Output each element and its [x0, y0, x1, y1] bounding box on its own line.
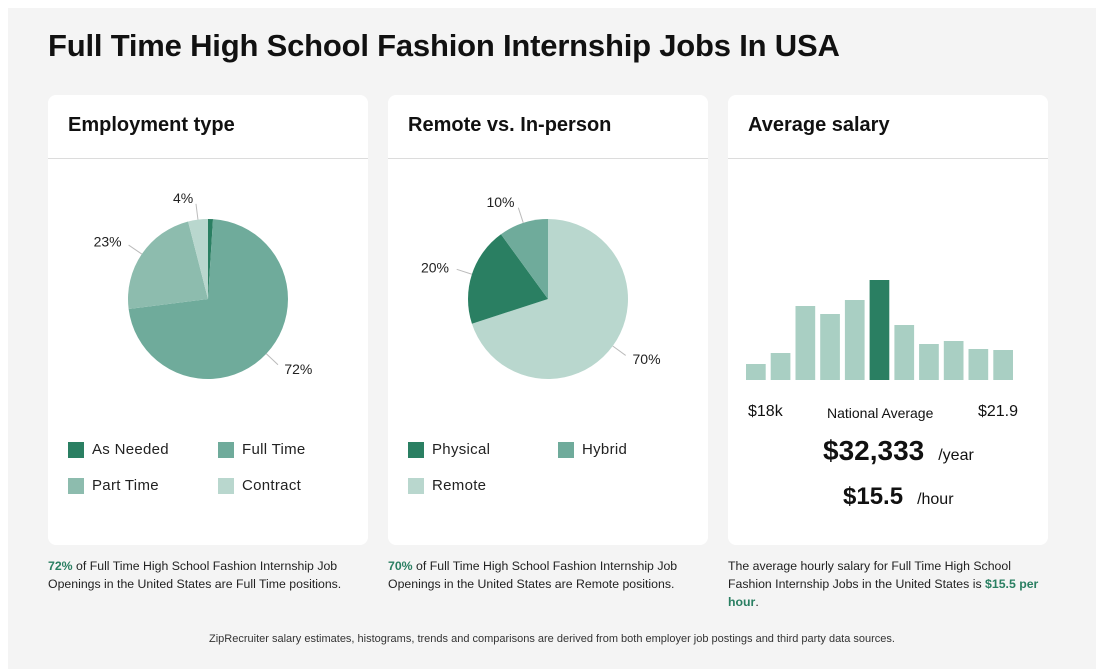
pie-label: 23%	[94, 234, 122, 250]
page: Full Time High School Fashion Internship…	[8, 8, 1096, 669]
histogram-bar	[820, 314, 840, 380]
legend-swatch	[68, 441, 84, 458]
histogram-bar	[993, 350, 1013, 380]
employment-caption-text: of Full Time High School Fashion Interns…	[48, 559, 342, 591]
legend-label: As Needed	[92, 441, 169, 458]
legend-swatch	[218, 477, 234, 494]
salary-caption: The average hourly salary for Full Time …	[728, 557, 1048, 611]
employment-type-title: Employment type	[68, 114, 235, 136]
salary-hourly-value: $15.5	[843, 483, 904, 510]
footer-note: ZipRecruiter salary estimates, histogram…	[209, 633, 895, 645]
card-divider	[388, 158, 708, 159]
legend-swatch	[68, 477, 84, 494]
salary-hourly: $15.5 /hour	[843, 483, 954, 511]
histogram-bar	[795, 306, 816, 380]
pie-slice-part-time	[127, 221, 208, 310]
legend-as-needed: As Needed	[68, 441, 169, 458]
pie-label: 20%	[421, 259, 449, 275]
remote-caption-text: of Full Time High School Fashion Interns…	[388, 559, 678, 591]
histogram-bar	[919, 344, 939, 380]
legend-remote: Remote	[408, 477, 486, 494]
pie-slice-physical	[468, 234, 548, 324]
histogram-bar	[746, 364, 766, 380]
histogram-bar	[968, 349, 989, 380]
legend-label: Part Time	[92, 477, 159, 494]
legend-swatch	[408, 477, 424, 494]
pie-label: 72%	[284, 361, 312, 377]
pie-leader-line	[456, 268, 473, 275]
pie-slice-hybrid	[500, 219, 548, 299]
salary-hourly-unit: /hour	[917, 491, 954, 508]
histogram-bar	[894, 325, 915, 380]
legend-label: Remote	[432, 477, 487, 494]
salary-yearly: $32,333 /year	[823, 435, 974, 467]
legend-swatch	[408, 441, 424, 458]
employment-type-card: Employment type 72% 23% 4% As Needed Full …	[48, 95, 368, 545]
national-average-label: National Average	[827, 405, 934, 421]
pie-label: 4%	[173, 190, 193, 206]
card-divider	[48, 158, 368, 159]
salary-yearly-unit: /year	[938, 447, 974, 464]
legend-full-time: Full Time	[218, 441, 306, 458]
legend-label: Contract	[242, 477, 302, 494]
employment-caption-pct: 72%	[48, 559, 73, 573]
remote-title: Remote vs. In-person	[408, 114, 612, 136]
pie-leader-line	[195, 203, 199, 220]
pie-label: 10%	[486, 194, 514, 210]
salary-range-min: $18k	[748, 403, 783, 420]
salary-caption-end: .	[755, 595, 759, 609]
legend-hybrid: Hybrid	[558, 441, 627, 458]
histogram-bar	[844, 300, 865, 380]
remote-pie-chart: 70% 20% 10%	[421, 194, 661, 379]
pie-label: 70%	[633, 351, 661, 367]
salary-caption-text: The average hourly salary for Full Time …	[728, 559, 1011, 591]
pie-leader-line	[128, 244, 143, 255]
salary-card: Average salary $18k National Average $21…	[728, 95, 1048, 545]
legend-label: Hybrid	[582, 441, 628, 458]
pie-slice-contract	[188, 219, 208, 299]
remote-card: Remote vs. In-person 70% 20% 10% Physical …	[388, 95, 708, 545]
pie-leader-line	[612, 345, 626, 356]
salary-yearly-value: $32,333	[823, 435, 925, 466]
pie-slice-remote	[471, 219, 628, 379]
remote-caption: 70% of Full Time High School Fashion Int…	[388, 557, 708, 593]
legend-label: Physical	[432, 441, 491, 458]
legend-swatch	[218, 441, 234, 458]
card-divider	[728, 158, 1048, 159]
salary-title: Average salary	[748, 114, 890, 136]
remote-caption-pct: 70%	[388, 559, 413, 573]
employment-caption: 72% of Full Time High School Fashion Int…	[48, 557, 368, 593]
pie-leader-line	[265, 353, 279, 366]
pie-slice-as-needed	[208, 219, 214, 299]
legend-part-time: Part Time	[68, 477, 159, 494]
legend-swatch	[558, 441, 574, 458]
histogram-bar-highlight	[869, 280, 890, 380]
legend-label: Full Time	[242, 441, 306, 458]
salary-histogram	[746, 280, 1013, 380]
page-title: Full Time High School Fashion Internship…	[48, 28, 840, 63]
legend-physical: Physical	[408, 441, 490, 458]
pie-slice-full-time	[128, 219, 288, 379]
salary-range-max: $21.9	[977, 403, 1018, 420]
histogram-bar	[770, 353, 791, 380]
salary-caption-highlight: $15.5 per hour	[728, 577, 1039, 609]
pie-leader-line	[517, 207, 524, 224]
histogram-bar	[943, 341, 964, 380]
employment-pie-chart: 72% 23% 4%	[94, 190, 312, 379]
legend-contract: Contract	[218, 477, 301, 494]
